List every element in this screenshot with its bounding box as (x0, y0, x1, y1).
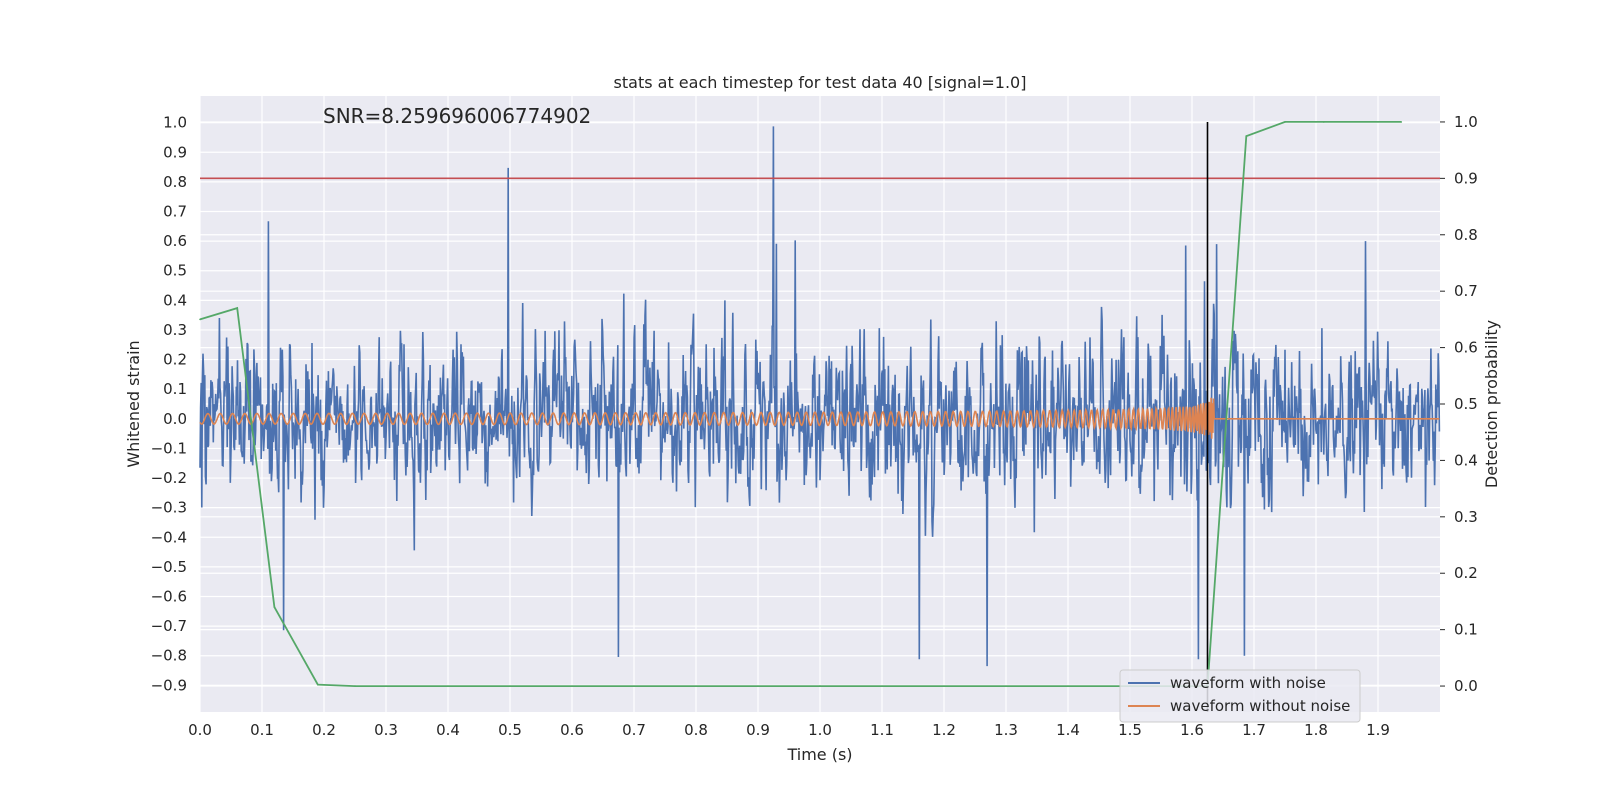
legend: waveform with noise waveform without noi… (1119, 669, 1361, 723)
x-tick-label: 0.8 (684, 721, 708, 739)
series-noisy-line (199, 126, 1441, 667)
legend-box (1119, 669, 1361, 723)
x-tick-label: 1.7 (1242, 721, 1266, 739)
y-tick-label: 0.4 (163, 291, 187, 309)
y-tick-label: 1.0 (163, 114, 187, 132)
y2-tick-label: 0.3 (1454, 508, 1478, 526)
y-axis-label: Whitened strain (124, 340, 143, 467)
y-tick-label: 0.5 (163, 262, 187, 280)
x-tick-label: 1.8 (1304, 721, 1328, 739)
series-detection-probability (199, 121, 1402, 687)
detection-point (236, 307, 238, 309)
y-tick-label: −0.6 (151, 588, 187, 606)
x-ticks: 0.0 0.1 0.2 0.3 0.4 0.5 0.6 0.7 0.8 0.9 1.0 1.1 1.2 1… (188, 721, 1390, 739)
y2-axis-label: Detection probability (1482, 320, 1501, 488)
y-tick-label: −0.4 (151, 528, 187, 546)
detection-point (819, 685, 821, 687)
x-tick-label: 0.0 (188, 721, 212, 739)
y2-ticks: 1.0 0.9 0.8 0.7 0.6 0.5 0.4 0.3 0.2 0.1 0.0 (1440, 113, 1478, 695)
y-tick-label: −0.9 (151, 676, 187, 694)
x-tick-label: 1.1 (870, 721, 894, 739)
y-tick-label: −0.5 (151, 558, 187, 576)
y-tick-label: −0.2 (151, 469, 187, 487)
x-axis-label: Time (s) (786, 745, 852, 764)
y-tick-label: 0.1 (163, 380, 187, 398)
y2-tick-label: 0.4 (1454, 451, 1478, 469)
y2-tick-label: 0.6 (1454, 339, 1478, 357)
snr-annotation: SNR=8.259696006774902 (323, 104, 591, 128)
grid (199, 96, 1440, 712)
y-tick-label: 0.2 (163, 351, 187, 369)
y2-tick-label: 0.2 (1454, 564, 1478, 582)
series-layer (199, 121, 1441, 712)
y-tick-label: −0.8 (151, 647, 187, 665)
y-tick-label: 0.0 (163, 410, 187, 428)
x-tick-label: 0.9 (746, 721, 770, 739)
detection-point (1322, 121, 1325, 123)
x-tick-label: 1.3 (994, 721, 1018, 739)
legend-label-clean: waveform without noise (1170, 697, 1350, 715)
y2-tick-label: 0.8 (1454, 226, 1478, 244)
y2-tick-label: 0.9 (1454, 169, 1478, 187)
y2-tick-label: 1.0 (1454, 113, 1478, 131)
x-tick-label: 1.6 (1180, 721, 1204, 739)
detection-point (317, 683, 319, 686)
y-tick-label: −0.1 (151, 439, 187, 457)
y2-tick-label: 0.0 (1454, 677, 1478, 695)
detection-point (1284, 121, 1286, 123)
x-tick-label: 0.3 (374, 721, 398, 739)
chart-title: stats at each timestep for test data 40 … (614, 73, 1027, 92)
y-tick-label: −0.7 (151, 617, 187, 635)
x-tick-label: 1.0 (808, 721, 832, 739)
x-tick-label: 1.2 (932, 721, 956, 739)
y2-tick-label: 0.5 (1454, 395, 1478, 413)
x-tick-label: 1.5 (1118, 721, 1142, 739)
x-tick-label: 0.4 (436, 721, 460, 739)
y-tick-label: −0.3 (151, 499, 187, 517)
y2-tick-label: 0.1 (1454, 621, 1478, 639)
x-tick-label: 0.1 (250, 721, 274, 739)
y-tick-label: 0.9 (163, 143, 187, 161)
series-clean-line (199, 397, 1440, 439)
y-ticks: 1.0 0.9 0.8 0.7 0.6 0.5 0.4 0.3 0.2 0.1 0.0 −0.1 −0.… (151, 114, 187, 695)
x-tick-label: 0.5 (498, 721, 522, 739)
detection-point (1400, 121, 1403, 123)
x-tick-label: 0.7 (622, 721, 646, 739)
x-tick-label: 0.2 (312, 721, 336, 739)
y-tick-label: 0.3 (163, 321, 187, 339)
detection-point (199, 318, 201, 321)
x-tick-label: 1.9 (1366, 721, 1390, 739)
detection-point (354, 685, 356, 687)
legend-label-noise: waveform with noise (1170, 674, 1326, 692)
x-tick-label: 0.6 (560, 721, 584, 739)
detection-point (273, 606, 276, 608)
x-tick-label: 1.4 (1056, 721, 1080, 739)
y-tick-label: 0.6 (163, 232, 187, 250)
y-tick-label: 0.7 (163, 203, 187, 221)
y-tick-label: 0.8 (163, 173, 187, 191)
detection-point (1245, 135, 1248, 137)
y2-tick-label: 0.7 (1454, 282, 1478, 300)
